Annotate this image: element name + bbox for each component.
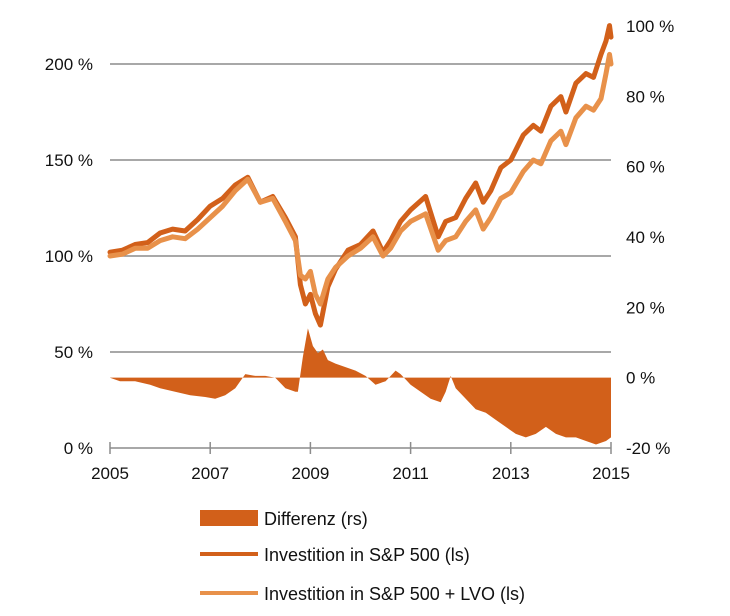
area-differenz (110, 328, 611, 445)
y-right-tick-label-0: 0 % (626, 369, 655, 388)
line-sp500-lvo (107, 51, 614, 307)
y-left-tick-label-150: 150 % (45, 151, 93, 170)
x-axis: 2005 2007 2009 2011 2013 2015 (91, 442, 630, 483)
legend-label-sp500: Investition in S&P 500 (ls) (264, 545, 470, 565)
y-right-tick-label-100: 100 % (626, 17, 674, 36)
legend-label-sp500-lvo: Investition in S&P 500 + LVO (ls) (264, 584, 525, 604)
y-right-tick-label-60: 60 % (626, 158, 665, 177)
y-right-tick-label-80: 80 % (626, 87, 665, 106)
x-tick-label-2007: 2007 (191, 464, 229, 483)
x-tick-label-2013: 2013 (492, 464, 530, 483)
y-right-tick-label-20: 20 % (626, 298, 665, 317)
y-left-tick-label-100: 100 % (45, 247, 93, 266)
legend-label-differenz: Differenz (rs) (264, 509, 368, 529)
legend-item-differenz: Differenz (rs) (200, 509, 368, 529)
y-left-tick-label-200: 200 % (45, 55, 93, 74)
x-tick-label-2009: 2009 (291, 464, 329, 483)
x-tick-label-2005: 2005 (91, 464, 129, 483)
y-axis-right: -20 % 0 % 20 % 40 % 60 % 80 % 100 % (626, 17, 674, 458)
y-axis-left: 0 % 50 % 100 % 150 % 200 % (45, 55, 93, 458)
legend: Differenz (rs) Investition in S&P 500 (l… (200, 509, 525, 604)
x-tick-label-2011: 2011 (392, 464, 429, 483)
line-layer (107, 23, 614, 328)
y-right-tick-label-40: 40 % (626, 228, 665, 247)
line-sp500 (107, 23, 614, 328)
y-left-tick-label-50: 50 % (54, 343, 93, 362)
differenz-area-layer (110, 328, 611, 445)
legend-item-sp500-lvo: Investition in S&P 500 + LVO (ls) (200, 584, 525, 604)
y-right-tick-label--20: -20 % (626, 439, 670, 458)
gridlines (110, 63, 611, 353)
legend-swatch-differenz (200, 510, 258, 526)
x-tick-label-2015: 2015 (592, 464, 630, 483)
legend-item-sp500: Investition in S&P 500 (ls) (200, 545, 470, 565)
y-left-tick-label-0: 0 % (64, 439, 93, 458)
